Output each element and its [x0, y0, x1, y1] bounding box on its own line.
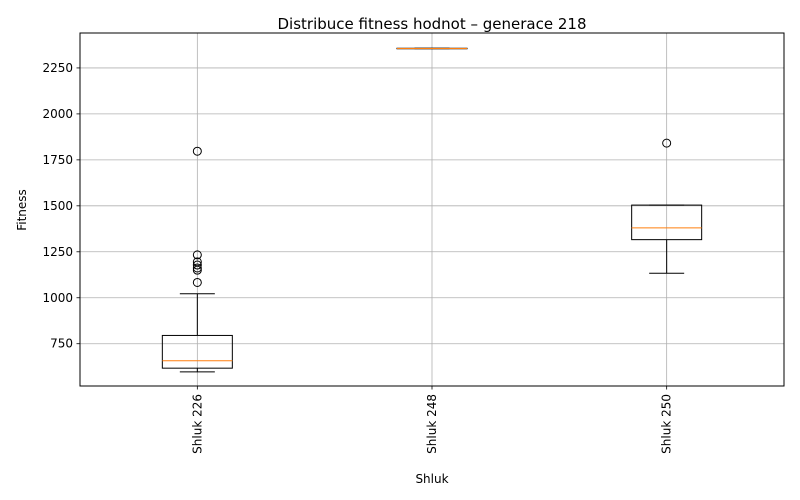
y-tick-label: 1750 [42, 153, 73, 167]
y-tick-label: 750 [50, 337, 73, 351]
y-tick-label: 1000 [42, 291, 73, 305]
outlier-point [192, 277, 202, 287]
grid-layer [80, 33, 784, 386]
axis-layer: 750 1000 1250 1500 1750 2000 2250 Shluk 226 Shlu… [42, 61, 673, 454]
outlier-point [192, 260, 202, 270]
outlier-point [192, 146, 202, 156]
outlier-point [192, 250, 202, 260]
outlier-point [662, 138, 672, 148]
outlier-point [192, 263, 202, 273]
x-tick-label: Shluk 226 [190, 394, 204, 454]
y-tick-label: 2250 [42, 61, 73, 75]
box-iqr [631, 204, 703, 241]
box-group-1 [161, 146, 233, 373]
x-tick-label: Shluk 250 [660, 394, 674, 454]
y-tick-label: 2000 [42, 107, 73, 121]
box-group-3 [631, 138, 703, 274]
chart-title: Distribuce fitness hodnot – generace 218 [277, 15, 586, 33]
y-tick-label: 1500 [42, 199, 73, 213]
x-tick-label: Shluk 248 [425, 394, 439, 454]
box-iqr [161, 334, 233, 369]
outlier-point [192, 257, 202, 267]
y-axis-label: Fitness [15, 189, 29, 231]
box-layer [161, 47, 703, 373]
x-axis-label: Shluk [415, 472, 448, 486]
box-group-2 [396, 47, 468, 50]
y-tick-label: 1250 [42, 245, 73, 259]
